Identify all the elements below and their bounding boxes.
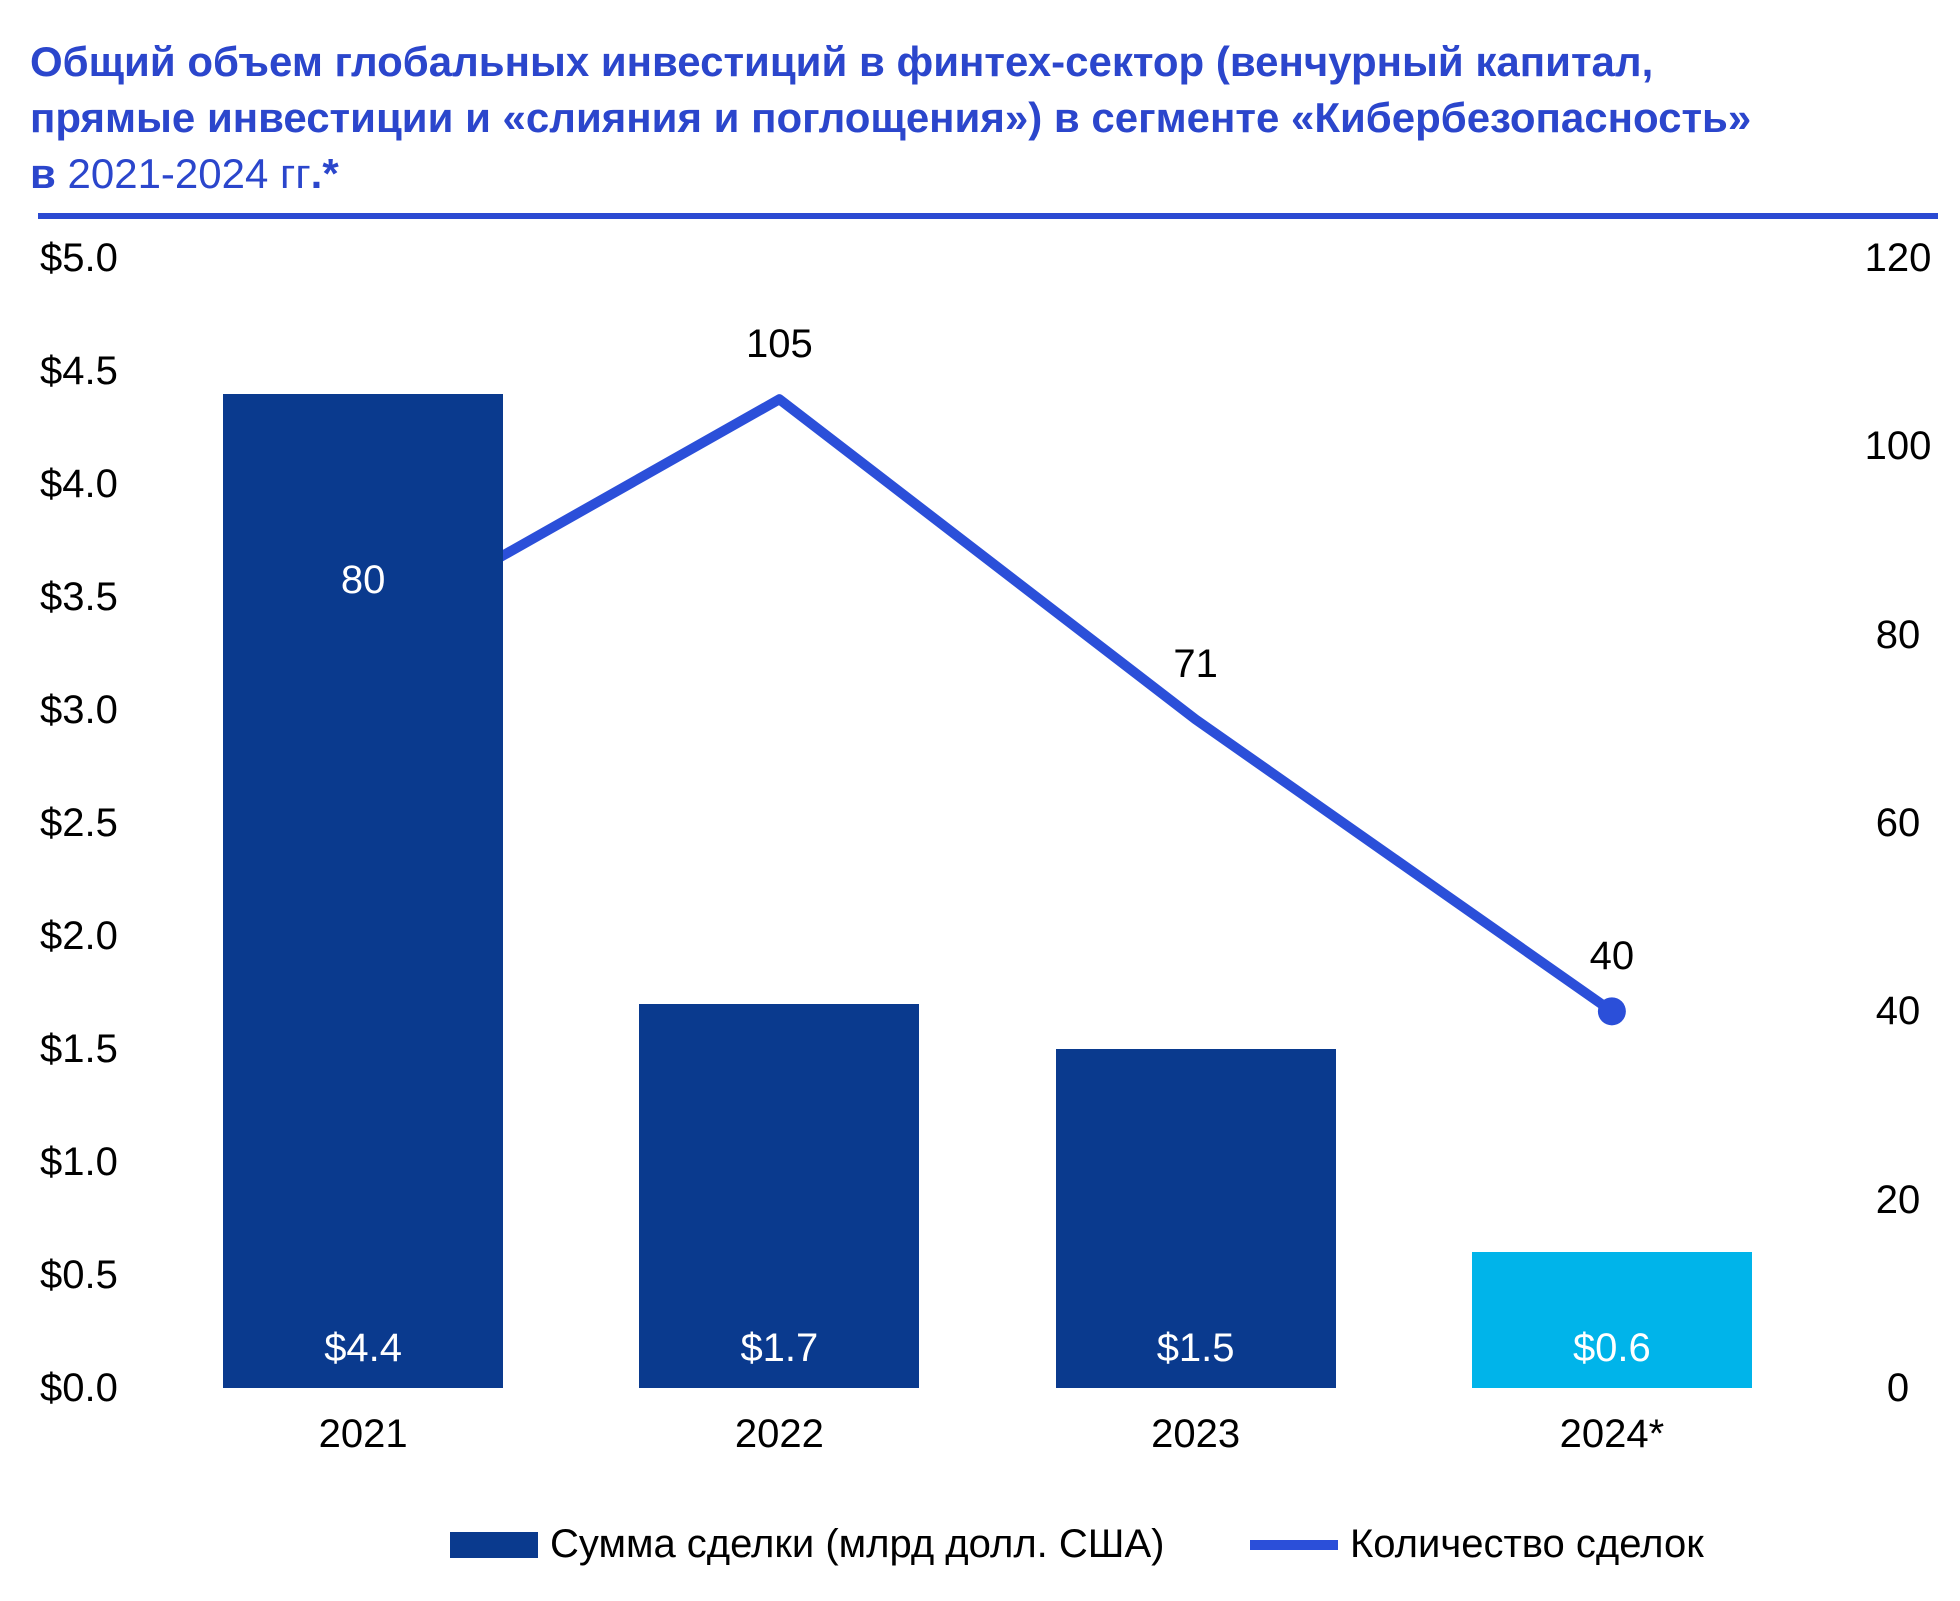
y-axis-right-tick-label: 40 bbox=[1875, 989, 1921, 1034]
y-axis-left-tick-label: $1.5 bbox=[40, 1027, 118, 1071]
bar-value-label: $0.6 bbox=[1572, 1326, 1651, 1370]
legend-item-bars: Сумма сделки (млрд долл. США) bbox=[450, 1522, 1164, 1567]
y-axis-right-tick-label: 60 bbox=[1875, 801, 1921, 845]
x-axis-label-2022: 2022 bbox=[734, 1412, 824, 1456]
y-axis-right-tick-label: 0 bbox=[1886, 1366, 1910, 1410]
legend-bars-label: Сумма сделки (млрд долл. США) bbox=[550, 1522, 1165, 1566]
bar-2024* bbox=[1471, 1252, 1752, 1388]
y-axis-right-tick-label: 20 bbox=[1875, 1177, 1921, 1222]
title-divider bbox=[38, 213, 1938, 219]
x-axis-label-2021: 2021 bbox=[318, 1412, 408, 1456]
line-end-marker bbox=[1597, 997, 1626, 1026]
y-axis-left-tick-label: $3.5 bbox=[40, 575, 118, 619]
title-line-3-regular: 2021-2024 гг bbox=[55, 150, 311, 198]
deals-line bbox=[360, 394, 1615, 1016]
legend: Сумма сделки (млрд долл. США) Количество… bbox=[0, 1522, 1960, 1582]
y-axis-right-tick-label: 80 bbox=[1875, 612, 1921, 657]
bar-2022 bbox=[639, 1003, 920, 1388]
legend-line-label: Количество сделок bbox=[1350, 1522, 1704, 1566]
y-axis-left-tick-label: $5.0 bbox=[40, 236, 118, 280]
line-point-label: 105 bbox=[746, 322, 813, 367]
y-axis-left-tick-label: $4.0 bbox=[40, 462, 118, 506]
y-axis-left-tick-label: $0.0 bbox=[40, 1366, 118, 1410]
y-axis-left-tick-label: $4.5 bbox=[40, 349, 118, 393]
bar-value-label: $1.7 bbox=[740, 1326, 819, 1370]
title-line-2: прямые инвестиции и «слияния и поглощени… bbox=[30, 94, 1752, 142]
bar-swatch bbox=[450, 1531, 538, 1558]
line-point-label: 80 bbox=[340, 557, 386, 602]
line-swatch bbox=[1250, 1539, 1338, 1550]
bar-2021 bbox=[223, 393, 504, 1388]
bar-2023 bbox=[1055, 1049, 1336, 1388]
line-point-label: 40 bbox=[1589, 934, 1635, 979]
title-line-3-suffix: .* bbox=[310, 150, 339, 198]
legend-item-line: Количество сделок bbox=[1250, 1522, 1704, 1567]
y-axis-left-tick-label: $3.0 bbox=[40, 688, 118, 732]
y-axis-left-tick-label: $0.5 bbox=[40, 1253, 118, 1297]
bar-value-label: $1.5 bbox=[1156, 1326, 1235, 1370]
y-axis-right-tick-label: 100 bbox=[1864, 424, 1932, 469]
title-line-1: Общий объем глобальных инвестиций в финт… bbox=[30, 38, 1654, 86]
y-axis-right-tick-label: 120 bbox=[1864, 236, 1932, 280]
title-line-3-bold: в bbox=[30, 150, 56, 198]
bar-value-label: $4.4 bbox=[324, 1326, 403, 1370]
chart-title: Общий объем глобальных инвестиций в финт… bbox=[30, 34, 1751, 202]
line-point-label: 71 bbox=[1173, 642, 1218, 687]
y-axis-left-tick-label: $2.0 bbox=[40, 914, 118, 958]
x-axis-label-2024*: 2024* bbox=[1559, 1412, 1665, 1456]
y-axis-left-tick-label: $2.5 bbox=[40, 801, 118, 845]
x-axis-label-2023: 2023 bbox=[1151, 1412, 1241, 1456]
y-axis-left-tick-label: $1.0 bbox=[40, 1140, 118, 1184]
